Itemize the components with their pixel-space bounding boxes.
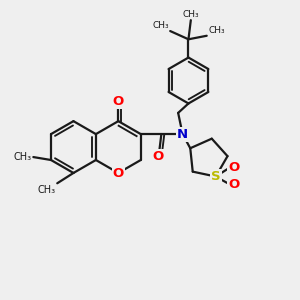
Text: O: O — [228, 178, 240, 191]
Text: CH₃: CH₃ — [38, 185, 56, 195]
Text: CH₃: CH₃ — [14, 152, 32, 162]
Text: O: O — [228, 160, 240, 174]
Text: O: O — [113, 167, 124, 180]
Text: N: N — [177, 128, 188, 141]
Text: S: S — [211, 170, 220, 183]
Text: CH₃: CH₃ — [152, 21, 169, 30]
Text: CH₃: CH₃ — [182, 10, 199, 19]
Text: CH₃: CH₃ — [208, 26, 225, 34]
Text: O: O — [152, 150, 163, 163]
Text: O: O — [113, 95, 124, 108]
